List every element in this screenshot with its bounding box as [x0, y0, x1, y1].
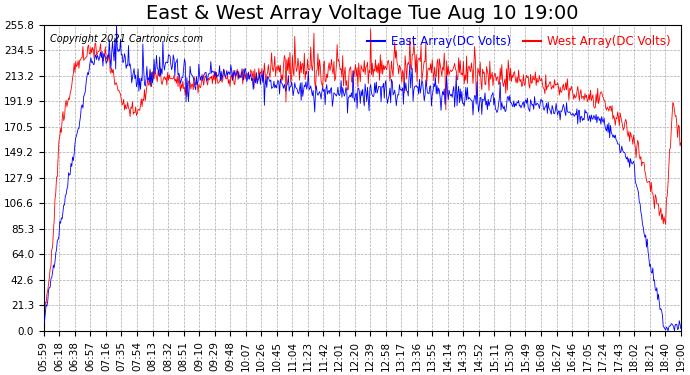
Text: Copyright 2021 Cartronics.com: Copyright 2021 Cartronics.com [50, 34, 203, 44]
Title: East & West Array Voltage Tue Aug 10 19:00: East & West Array Voltage Tue Aug 10 19:… [146, 4, 578, 23]
Legend: East Array(DC Volts), West Array(DC Volts): East Array(DC Volts), West Array(DC Volt… [363, 31, 675, 53]
